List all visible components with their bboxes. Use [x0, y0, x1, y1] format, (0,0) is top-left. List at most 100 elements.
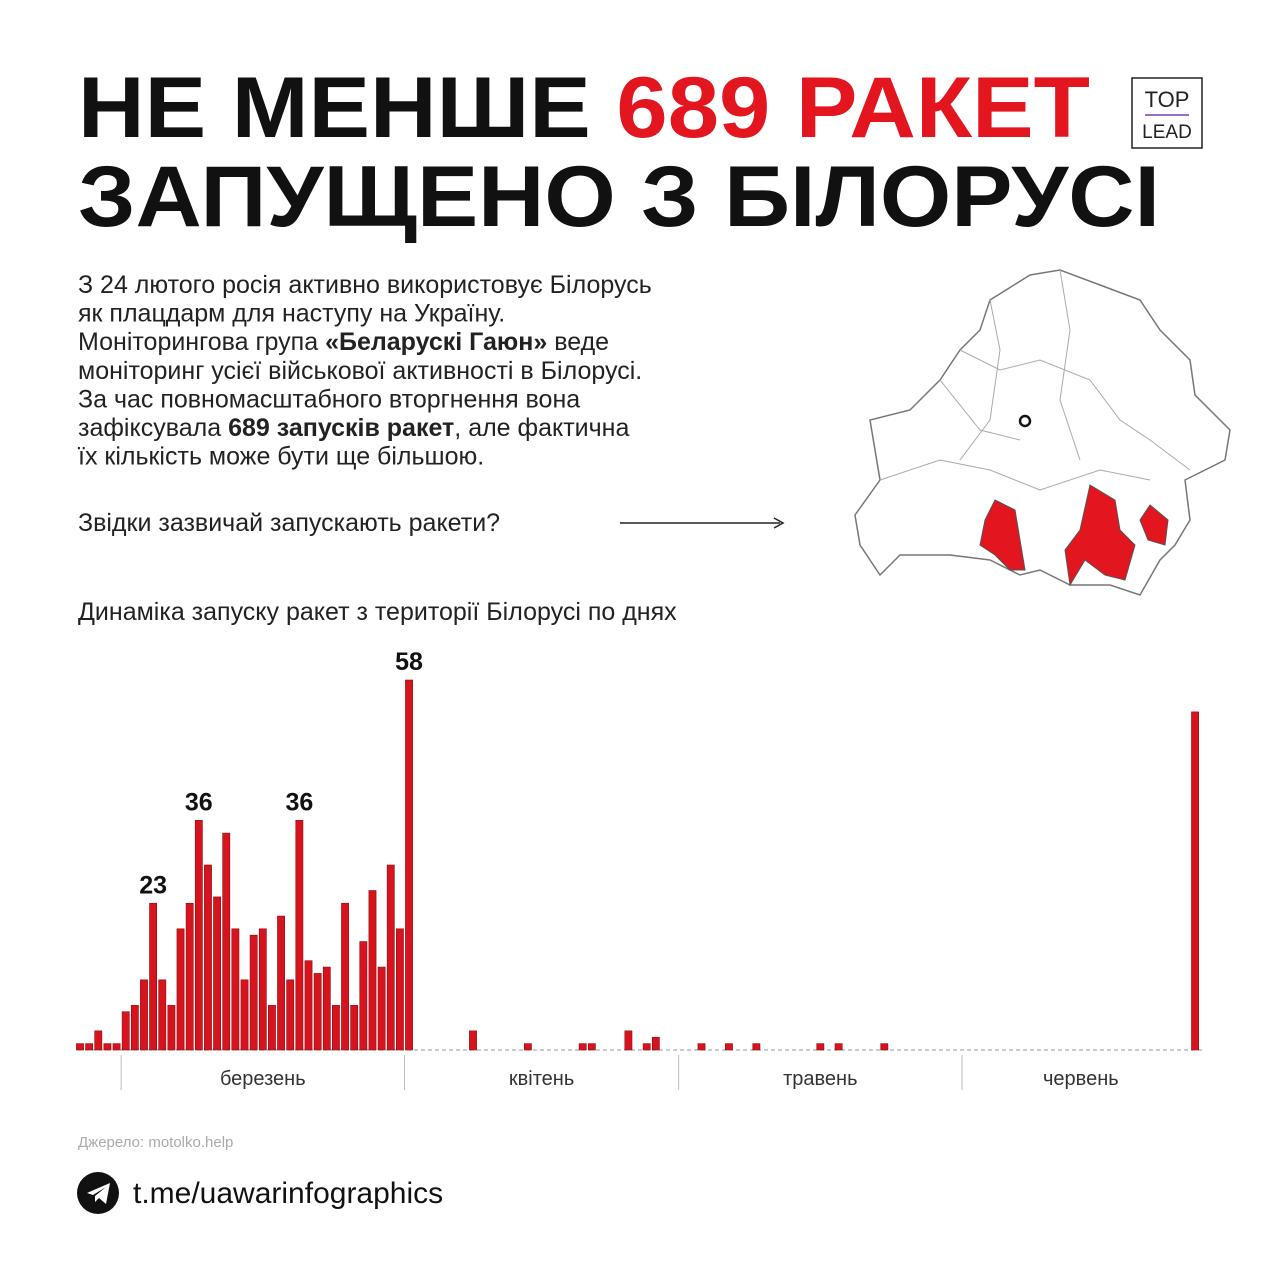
logo-bottom: LEAD [1142, 122, 1192, 143]
bar [350, 1005, 359, 1051]
bar [231, 928, 240, 1051]
bar [651, 1036, 660, 1051]
bar [194, 820, 203, 1051]
bar [176, 928, 185, 1051]
bar [880, 1043, 889, 1051]
bar [624, 1030, 633, 1051]
bar [697, 1043, 706, 1051]
telegram-plane [87, 1183, 110, 1204]
source: Джерело: motolko.help [78, 1134, 233, 1151]
bar [313, 973, 322, 1051]
title-line-1: НЕ МЕНШЕ 689 РАКЕТ [78, 60, 1090, 156]
telegram-icon [77, 1172, 119, 1214]
bar [642, 1043, 651, 1051]
bar [578, 1043, 587, 1051]
intro-line: За час повномасштабного вторгнення вона [78, 385, 580, 413]
bar [185, 902, 194, 1051]
intro-line: їх кількість може бути ще більшою. [77, 443, 484, 471]
bar [816, 1043, 825, 1051]
month-label: березень [220, 1068, 306, 1090]
map-borders [879, 269, 1191, 491]
bar [304, 960, 313, 1051]
bar [140, 979, 148, 1051]
map-capital [1018, 414, 1032, 428]
chart-title: Динаміка запуску ракет з території Білор… [78, 598, 677, 626]
month-label: квітень [509, 1068, 574, 1090]
bar [240, 979, 249, 1051]
bar [94, 1030, 103, 1051]
bar [332, 1005, 340, 1051]
intro-text: , але фактична [454, 414, 629, 442]
bar [277, 915, 285, 1051]
chart: 23 36 36 58 березень квітень травень червень [76, 648, 1202, 1090]
intro-bold: 689 запусків ракет [228, 414, 454, 442]
intro-text: З 24 лютого росія активно використовує Б… [78, 271, 652, 299]
bar [368, 890, 377, 1051]
bar [395, 928, 404, 1051]
intro-line: З 24 лютого росія активно використовує Б… [78, 271, 652, 299]
bar [587, 1043, 596, 1051]
bar [359, 941, 368, 1051]
bar [112, 1043, 121, 1051]
bar [258, 928, 267, 1051]
title-highlight: 689 РАКЕТ [616, 60, 1090, 156]
bar [295, 820, 304, 1051]
title-part: НЕ МЕНШЕ [78, 60, 616, 156]
bar [286, 979, 295, 1051]
map-outline [854, 269, 1231, 596]
bar [85, 1043, 94, 1051]
bar [103, 1043, 112, 1051]
question: Звідки зазвичай запускають ракети? [78, 509, 500, 537]
bar [130, 1005, 139, 1051]
intro: З 24 лютого росія активно використовує Б… [77, 271, 652, 471]
map-region [1139, 504, 1169, 546]
arrow-head [773, 517, 785, 529]
intro-line: моніторинг усієї військової активності в… [78, 357, 642, 385]
logo-box [1131, 77, 1203, 149]
bar [469, 1030, 477, 1051]
value-label: 58 [395, 648, 423, 676]
bar [341, 902, 349, 1051]
bar [121, 1011, 130, 1051]
month-label: червень [1043, 1068, 1119, 1090]
logo-top: TOP [1145, 87, 1190, 112]
month-label: травень [783, 1068, 857, 1090]
intro-text: За час повномасштабного вторгнення вона [78, 385, 580, 413]
map [854, 269, 1231, 596]
bar [752, 1043, 761, 1051]
bar [76, 1043, 84, 1051]
bar [167, 1005, 176, 1051]
bar [523, 1043, 532, 1051]
intro-text: зафіксувала [78, 414, 228, 442]
bar [322, 966, 331, 1051]
intro-line: як плацдарм для наступу на Україну. [78, 300, 505, 328]
intro-text: Моніторингова група [78, 328, 325, 356]
bar [386, 864, 395, 1051]
intro-bold: «Беларускі Гаюн» [325, 328, 547, 356]
map-region [979, 499, 1026, 571]
intro-text: моніторинг усієї військової активності в… [78, 357, 642, 385]
bar [158, 979, 167, 1051]
link: t.me/uawarinfographics [133, 1177, 443, 1210]
bar [725, 1043, 733, 1051]
bar [268, 1005, 276, 1051]
value-label: 23 [139, 871, 167, 899]
bar [249, 934, 258, 1051]
map-region [1064, 484, 1136, 587]
intro-line: Моніторингова група «Беларускі Гаюн» вед… [78, 328, 609, 356]
intro-text: їх кількість може бути ще більшою. [77, 443, 484, 471]
intro-text: веде [547, 328, 609, 356]
bar [834, 1043, 843, 1051]
bar [405, 679, 413, 1051]
bar [377, 966, 386, 1051]
bar [204, 864, 212, 1051]
bar [213, 896, 221, 1051]
intro-line: зафіксувала 689 запусків ракет, але факт… [78, 414, 629, 442]
bar [1191, 711, 1199, 1051]
title-line-2: ЗАПУЩЕНО З БІЛОРУСІ [78, 149, 1160, 245]
value-label: 36 [285, 788, 313, 816]
intro-text: як плацдарм для наступу на Україну. [78, 300, 505, 328]
bar [222, 832, 231, 1051]
